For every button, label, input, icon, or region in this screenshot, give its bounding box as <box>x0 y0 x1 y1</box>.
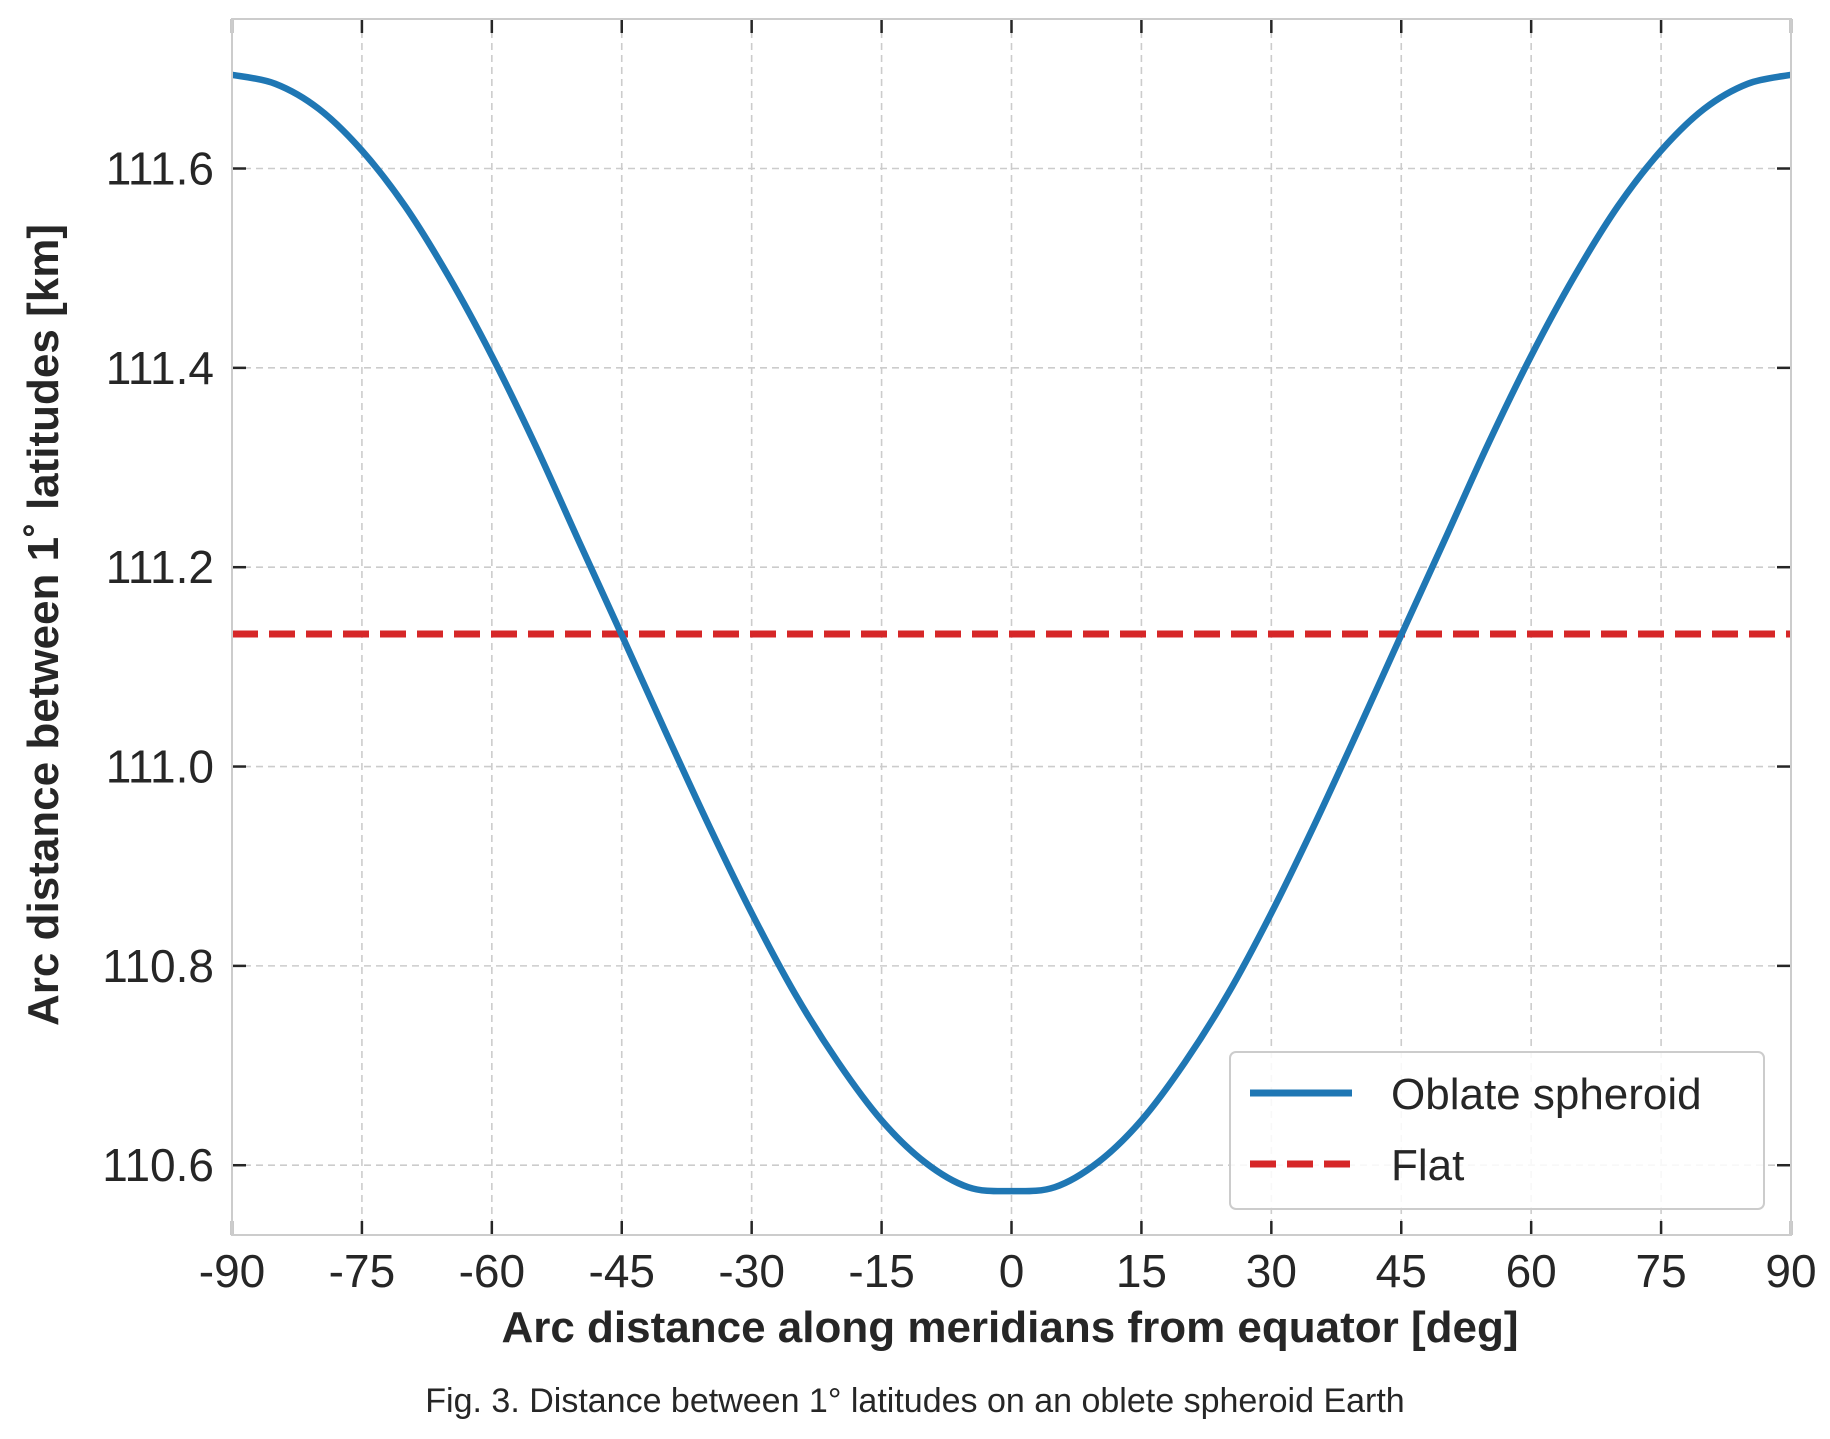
legend-label-oblate: Oblate spheroid <box>1391 1070 1702 1119</box>
x-tick-label: 30 <box>1246 1245 1297 1297</box>
x-tick-label: 60 <box>1506 1245 1557 1297</box>
x-tick-label: -90 <box>199 1245 265 1297</box>
y-tick-label: 110.6 <box>102 1139 214 1191</box>
x-tick-label: -75 <box>329 1245 395 1297</box>
y-tick-label: 111.4 <box>106 342 214 394</box>
x-tick-label: 75 <box>1635 1245 1686 1297</box>
x-tick-label: -45 <box>589 1245 655 1297</box>
plot-frame <box>231 18 1792 1236</box>
legend-label-flat: Flat <box>1391 1141 1464 1190</box>
y-tick-label: 110.8 <box>102 940 214 992</box>
legend-box <box>1229 1051 1765 1210</box>
x-tick-label: 15 <box>1116 1245 1167 1297</box>
y-tick-label: 111.0 <box>106 741 214 793</box>
tick-labels: -90 -75 -60 -45 -30 -15 0 15 30 45 60 75 90 110.6 110.… <box>102 143 1816 1297</box>
y-tick-label: 111.2 <box>106 541 214 593</box>
x-tick-label: 90 <box>1765 1245 1816 1297</box>
x-tick-label: -30 <box>718 1245 784 1297</box>
y-tick-label: 111.6 <box>106 143 214 195</box>
figure-caption: Fig. 3. Distance between 1° latitudes on… <box>425 1382 1405 1420</box>
series-line-oblate-spheroid <box>231 71 1792 1195</box>
x-tick-label: -15 <box>848 1245 914 1297</box>
x-axis-title: Arc distance along meridians from equato… <box>501 1303 1518 1352</box>
y-axis-title: Arc distance between 1˚ latitudes [km] <box>19 224 68 1026</box>
x-tick-label: -60 <box>459 1245 525 1297</box>
x-tick-label: 45 <box>1376 1245 1427 1297</box>
series-layer <box>231 71 1792 1195</box>
x-tick-label: 0 <box>999 1245 1025 1297</box>
legend: Oblate spheroid Flat <box>1229 1051 1765 1210</box>
